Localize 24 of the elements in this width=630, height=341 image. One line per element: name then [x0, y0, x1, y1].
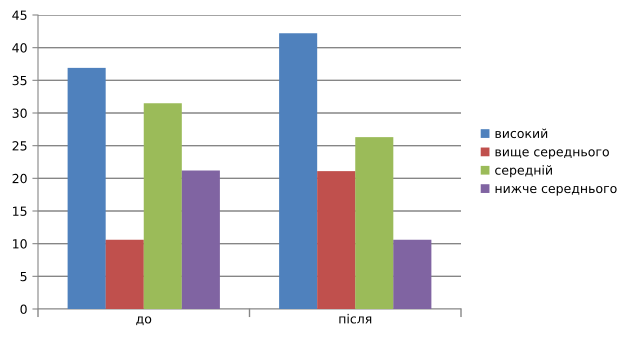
bar — [279, 33, 318, 309]
legend-label: нижче середнього — [496, 186, 617, 196]
bar — [317, 171, 356, 309]
y-tick-label: 25 — [12, 141, 26, 151]
bar — [144, 103, 182, 309]
bar — [393, 240, 432, 309]
y-tick-label: 40 — [12, 43, 27, 53]
y-tick-label: 5 — [20, 272, 26, 282]
y-tick-label: 0 — [20, 304, 27, 314]
legend-label: високий — [496, 128, 548, 138]
bar — [355, 137, 394, 309]
y-tick-label: 15 — [13, 206, 26, 216]
y-tick-label: 45 — [12, 10, 26, 20]
y-tick-label: 30 — [12, 108, 27, 118]
bar — [106, 240, 144, 309]
x-tick-label: після — [339, 314, 372, 324]
y-tick-label: 35 — [12, 76, 26, 86]
legend-label: середній — [495, 165, 552, 178]
bar — [182, 170, 220, 309]
bar — [68, 68, 106, 309]
y-tick-label: 10 — [13, 239, 27, 249]
legend-label: вище середнього — [496, 149, 609, 159]
y-tick-label: 20 — [12, 174, 27, 184]
x-tick-label: до — [136, 316, 152, 326]
